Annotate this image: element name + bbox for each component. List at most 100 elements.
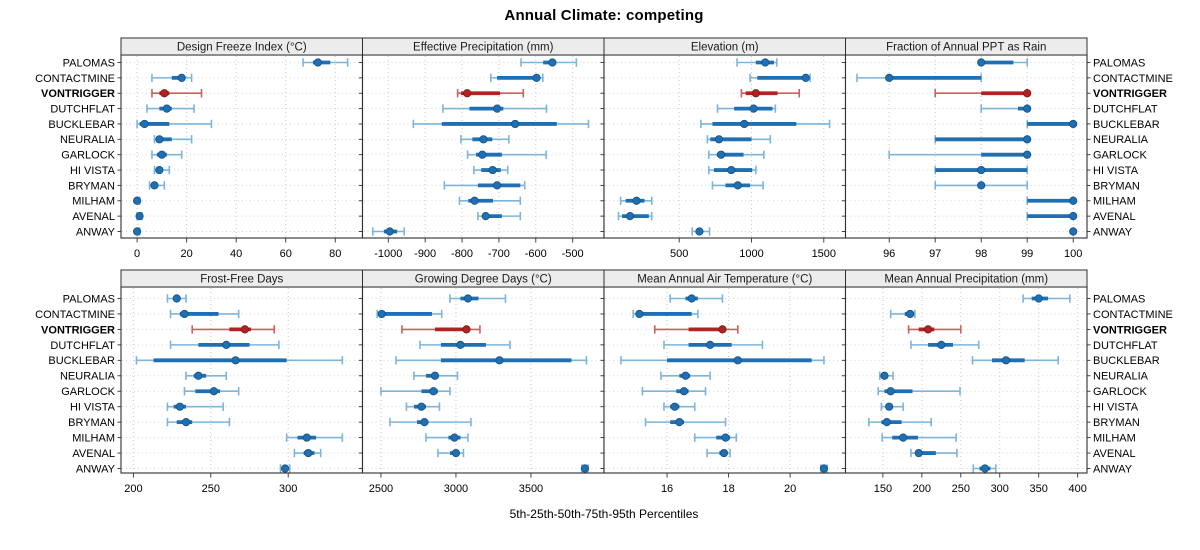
errorbar-palomas: [449, 294, 507, 303]
errorbar-vontrigger: [934, 89, 1032, 98]
row-label-right-vontrigger: VONTRIGGER: [1093, 324, 1167, 336]
row-label-right-contactmine: CONTACTMINE: [1093, 73, 1173, 85]
row-label-right-palomas: PALOMAS: [1093, 293, 1145, 305]
axis-tick-label: 350: [1030, 483, 1048, 495]
median-dot: [304, 448, 313, 458]
median-dot: [977, 58, 986, 67]
errorbar-avenal: [293, 448, 322, 458]
errorbar-bryman: [644, 417, 727, 427]
errorbar-bryman: [443, 181, 526, 190]
axis-tick-label: 20: [181, 248, 193, 260]
median-dot: [462, 325, 471, 334]
median-dot: [133, 227, 142, 236]
axis-tick-label: 3000: [444, 483, 468, 495]
median-dot: [679, 387, 689, 396]
errorbar-bryman: [868, 417, 932, 427]
row-label-left-palomas: PALOMAS: [63, 57, 115, 69]
median-dot: [625, 212, 635, 221]
errorbar-palomas: [166, 294, 187, 303]
median-dot: [1023, 135, 1032, 144]
panel-background: [121, 55, 363, 238]
panel-growing-degree-days-c: 2500 3000 3500 Growing Degree Days (°C): [359, 269, 608, 495]
errorbar-palomas: [977, 58, 1028, 67]
panel-strip-title: Mean Annual Air Temperature (°C): [637, 274, 812, 286]
row-label-left-contactmine: CONTACTMINE: [35, 309, 115, 321]
errorbar-avenal: [706, 448, 731, 458]
errorbar-palomas: [1022, 294, 1071, 303]
errorbar-bucklebar: [412, 119, 590, 129]
row-label-left-bryman: BRYMAN: [68, 180, 115, 192]
median-dot: [177, 73, 186, 82]
row-label-right-anway: ANWAY: [1093, 226, 1133, 238]
panel-frost-free-days: 200 250 300 Frost-Free Days: [117, 269, 366, 495]
errorbar-contactmine: [632, 309, 699, 319]
median-dot: [880, 371, 889, 380]
errorbar-vontrigger: [740, 89, 801, 98]
row-label-right-avenal: AVENAL: [1093, 448, 1136, 460]
errorbar-neuralia: [706, 135, 772, 144]
row-label-right-contactmine: CONTACTMINE: [1093, 309, 1173, 321]
row-label-left-vontrigger: VONTRIGGER: [41, 324, 115, 336]
row-label-right-garlock: GARLOCK: [1093, 386, 1147, 398]
panel-strip: [845, 269, 1088, 288]
median-dot: [717, 150, 726, 159]
panel-strip-title: Design Freeze Index (°C): [177, 42, 307, 54]
errorbar-dutchflat: [169, 340, 280, 350]
median-dot: [511, 119, 520, 129]
row-label-left-neuralia: NEURALIA: [60, 371, 116, 383]
median-dot: [181, 418, 191, 427]
median-dot: [914, 448, 923, 458]
axis-tick-label: 150: [874, 483, 892, 495]
axis-tick-label: 400: [1068, 483, 1086, 495]
panel-strip-title: Fraction of Annual PPT as Rain: [886, 42, 1046, 54]
panel-strip-title: Elevation (m): [691, 42, 759, 54]
median-dot: [1023, 150, 1032, 159]
median-dot: [819, 464, 829, 473]
errorbar-garlock: [641, 387, 707, 396]
errorbar-hi-vista: [934, 165, 1028, 175]
median-dot: [727, 165, 736, 175]
errorbar-hi-vista: [663, 402, 696, 411]
errorbar-garlock: [151, 150, 183, 159]
median-dot: [923, 325, 933, 334]
median-dot: [733, 181, 742, 190]
errorbar-anway: [691, 227, 711, 236]
median-dot: [385, 227, 394, 236]
row-label-right-dutchflat: DUTCHFLAT: [1093, 103, 1158, 115]
median-dot: [231, 356, 240, 365]
median-dot: [635, 309, 644, 319]
errorbar-milham: [425, 433, 469, 442]
median-dot: [175, 402, 184, 411]
axis-tick-label: 40: [230, 248, 242, 260]
median-dot: [417, 402, 426, 411]
row-label-left-avenal: AVENAL: [72, 448, 115, 460]
axis-tick-label: -700: [488, 248, 510, 260]
median-dot: [749, 104, 758, 113]
row-label-right-avenal: AVENAL: [1093, 211, 1136, 223]
axis-tick-label: -900: [414, 248, 436, 260]
row-label-right-bucklebar: BUCKLEBAR: [1093, 119, 1160, 131]
axis-tick-label: 99: [1021, 248, 1033, 260]
row-label-left-bucklebar: BUCKLEBAR: [48, 355, 115, 367]
errorbar-neuralia: [934, 135, 1032, 144]
errorbar-avenal: [617, 211, 653, 221]
median-dot: [1023, 89, 1032, 98]
errorbar-bucklebar: [620, 356, 825, 365]
axis-tick-label: 16: [661, 483, 673, 495]
median-dot: [977, 181, 986, 190]
median-dot: [456, 340, 465, 349]
errorbar-palomas: [669, 294, 724, 303]
errorbar-avenal: [135, 211, 144, 221]
median-dot: [1069, 227, 1078, 236]
errorbar-bucklebar: [395, 356, 588, 365]
errorbar-neuralia: [460, 135, 510, 144]
errorbar-anway: [133, 227, 142, 236]
median-dot: [675, 418, 684, 427]
median-dot: [695, 227, 704, 236]
errorbar-contactmine: [376, 309, 443, 319]
median-dot: [1023, 104, 1032, 113]
median-dot: [632, 196, 641, 205]
median-dot: [240, 325, 249, 334]
median-dot: [155, 165, 164, 175]
median-dot: [718, 325, 727, 334]
